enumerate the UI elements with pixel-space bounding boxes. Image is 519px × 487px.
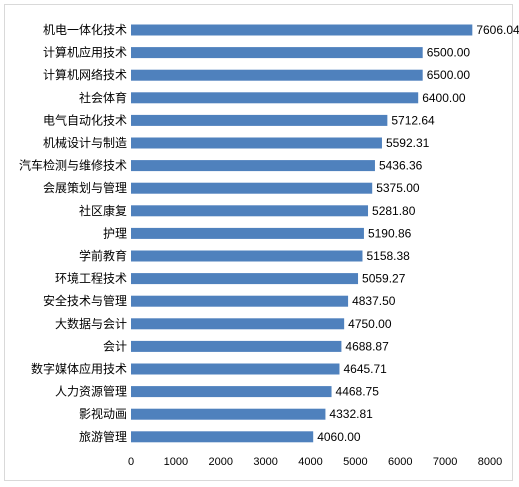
category-label: 影视动画 <box>79 406 127 421</box>
data-label: 4645.71 <box>343 362 387 376</box>
category-label: 社会体育 <box>79 90 127 105</box>
data-label: 4332.81 <box>329 407 373 421</box>
x-tick-label: 4000 <box>298 456 322 468</box>
category-labels: 机电一体化技术计算机应用技术计算机网络技术社会体育电气自动化技术机械设计与制造汽… <box>19 23 127 444</box>
category-label: 社区康复 <box>79 203 127 218</box>
category-label: 计算机应用技术 <box>43 45 127 60</box>
x-tick-label: 2000 <box>209 456 233 468</box>
category-label: 大数据与会计 <box>55 316 127 331</box>
data-label: 5436.36 <box>379 159 423 173</box>
data-label: 4060.00 <box>317 430 361 444</box>
category-label: 汽车检测与维修技术 <box>19 158 127 173</box>
bar <box>131 24 473 36</box>
bar <box>131 114 388 126</box>
category-label: 会计 <box>103 339 127 353</box>
bar <box>131 160 375 172</box>
bar <box>131 386 332 398</box>
category-label: 学前教育 <box>79 248 127 263</box>
category-label: 机电一体化技术 <box>43 23 127 37</box>
bar <box>131 227 364 239</box>
bar <box>131 47 423 59</box>
category-label: 人力资源管理 <box>55 384 127 399</box>
bar <box>131 69 423 81</box>
category-label: 电气自动化技术 <box>43 112 127 127</box>
category-label: 数字媒体应用技术 <box>31 361 127 376</box>
data-label: 5158.38 <box>366 249 410 263</box>
data-label: 4688.87 <box>345 339 389 353</box>
data-label: 4837.50 <box>352 294 396 308</box>
data-labels: 7606.04 6500.00 6500.00 6400.00 5712.64 5592.… <box>317 23 519 444</box>
data-label: 5592.31 <box>386 136 430 150</box>
bar <box>131 205 369 217</box>
chart-frame <box>4 4 513 481</box>
bar <box>131 137 382 149</box>
data-label: 5059.27 <box>362 272 406 286</box>
bar <box>131 182 373 194</box>
category-label: 安全技术与管理 <box>43 293 127 308</box>
data-label: 6400.00 <box>422 91 466 105</box>
bar <box>131 431 314 443</box>
bar <box>131 273 359 285</box>
bar <box>131 340 342 352</box>
x-tick-label: 0 <box>128 456 134 468</box>
x-tick-label: 5000 <box>343 456 367 468</box>
category-label: 会展策划与管理 <box>43 180 127 195</box>
bar <box>131 92 419 104</box>
x-axis-ticks: 0 1000 2000 3000 4000 5000 6000 7000 8000 <box>128 456 502 468</box>
category-label: 计算机网络技术 <box>43 67 127 82</box>
bar <box>131 408 326 420</box>
bars-group <box>131 24 473 443</box>
data-label: 5281.80 <box>372 204 416 218</box>
data-label: 5190.86 <box>368 226 412 240</box>
x-tick-label: 7000 <box>433 456 457 468</box>
data-label: 4468.75 <box>336 385 380 399</box>
data-label: 5712.64 <box>391 113 435 127</box>
bar <box>131 295 349 307</box>
category-label: 旅游管理 <box>79 429 127 444</box>
data-label: 6500.00 <box>427 68 471 82</box>
data-label: 7606.04 <box>476 23 519 37</box>
bar <box>131 318 345 330</box>
data-label: 4750.00 <box>348 317 392 331</box>
bar <box>131 250 363 262</box>
x-tick-label: 6000 <box>388 456 412 468</box>
data-label: 6500.00 <box>427 46 471 60</box>
x-tick-label: 3000 <box>253 456 277 468</box>
category-label: 机械设计与制造 <box>43 135 127 150</box>
category-label: 环境工程技术 <box>55 271 127 286</box>
bar <box>131 363 340 375</box>
data-label: 5375.00 <box>376 181 420 195</box>
category-label: 护理 <box>103 226 127 240</box>
x-tick-label: 8000 <box>478 456 502 468</box>
x-tick-label: 1000 <box>164 456 188 468</box>
